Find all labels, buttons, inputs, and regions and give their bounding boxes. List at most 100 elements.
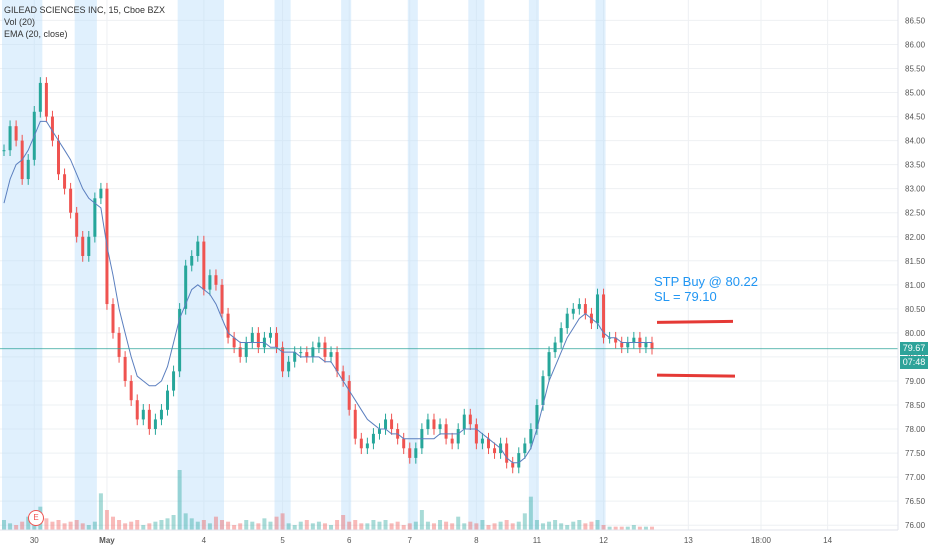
earnings-event-icon[interactable]: E bbox=[28, 510, 44, 526]
candle bbox=[408, 442, 412, 464]
volume-bar bbox=[44, 518, 49, 530]
candle-body bbox=[523, 443, 527, 454]
candle-body bbox=[511, 462, 515, 468]
candle-body bbox=[456, 429, 460, 444]
candle-body bbox=[178, 308, 182, 372]
candle bbox=[178, 303, 182, 378]
candle bbox=[93, 192, 97, 243]
volume-bar bbox=[516, 521, 521, 530]
candle-body bbox=[626, 342, 630, 348]
candle bbox=[414, 442, 418, 464]
candle-body bbox=[608, 337, 612, 339]
y-tick-label: 80.50 bbox=[905, 305, 926, 314]
volume-bar bbox=[631, 525, 636, 530]
candle bbox=[377, 423, 381, 440]
volume-bar bbox=[571, 521, 576, 530]
candle-body bbox=[238, 347, 242, 357]
y-tick-label: 82.00 bbox=[905, 233, 926, 242]
candle bbox=[238, 341, 242, 363]
candle bbox=[347, 375, 351, 416]
volume-bar bbox=[425, 521, 430, 530]
volume-bar bbox=[316, 521, 321, 530]
candle bbox=[256, 327, 260, 354]
volume-bar bbox=[643, 526, 648, 530]
candle bbox=[38, 77, 42, 118]
y-tick-label: 84.50 bbox=[905, 113, 926, 122]
candle-body bbox=[583, 304, 587, 314]
volume-bar bbox=[492, 523, 497, 530]
volume-bar bbox=[462, 523, 467, 530]
candle-body bbox=[341, 371, 345, 381]
volume-bar bbox=[2, 520, 6, 530]
candle-body bbox=[268, 332, 272, 338]
candle-body bbox=[614, 337, 618, 343]
candle bbox=[69, 182, 73, 219]
candle bbox=[250, 327, 254, 349]
candle bbox=[129, 375, 133, 406]
candle-body bbox=[371, 433, 375, 444]
candle-body bbox=[44, 82, 48, 117]
candle-body bbox=[547, 352, 551, 377]
volume-bar bbox=[50, 521, 55, 530]
volume-bar bbox=[444, 521, 449, 530]
y-tick-label: 82.50 bbox=[905, 209, 926, 218]
stop-level-line[interactable] bbox=[656, 373, 736, 378]
candle-body bbox=[311, 347, 315, 357]
volume-bar bbox=[147, 523, 152, 530]
candle-body bbox=[14, 126, 18, 141]
candle-body bbox=[81, 236, 85, 256]
candle-body bbox=[275, 332, 279, 348]
volume-bar bbox=[456, 516, 461, 530]
y-tick-label: 86.50 bbox=[905, 16, 926, 25]
buy-level-line[interactable] bbox=[656, 319, 734, 324]
candle-body bbox=[38, 82, 42, 112]
candle bbox=[626, 336, 630, 354]
candle-body bbox=[426, 419, 430, 430]
volume-bar bbox=[262, 518, 267, 530]
x-tick-label: 18:00 bbox=[751, 536, 772, 545]
volume-bar bbox=[353, 520, 358, 530]
candle-body bbox=[444, 424, 448, 439]
volume-bar bbox=[80, 523, 85, 530]
volume-bar bbox=[371, 520, 376, 530]
volume-bar bbox=[207, 523, 212, 530]
candle-body bbox=[172, 371, 176, 391]
candle bbox=[232, 331, 236, 354]
candle-body bbox=[244, 342, 248, 357]
candle bbox=[438, 418, 442, 435]
volume-bar bbox=[407, 523, 412, 530]
candle-body bbox=[365, 443, 369, 449]
candle bbox=[547, 346, 551, 382]
candle bbox=[402, 432, 406, 455]
volume-bar bbox=[195, 521, 200, 530]
candle bbox=[44, 77, 48, 123]
y-tick-label: 76.50 bbox=[905, 497, 926, 506]
candle-body bbox=[632, 337, 636, 343]
volume-bar bbox=[359, 523, 364, 530]
volume-bar bbox=[226, 521, 231, 530]
annotation-buy-text: STP Buy @ 80.22 bbox=[654, 274, 759, 289]
candle-body bbox=[553, 342, 557, 353]
trade-annotation[interactable]: STP Buy @ 80.22 SL = 79.10 bbox=[654, 274, 758, 304]
bar-countdown-label: 07:48 bbox=[900, 355, 928, 369]
candle-body bbox=[317, 342, 321, 348]
volume-bar bbox=[589, 521, 594, 530]
candle-body bbox=[196, 241, 200, 256]
candle bbox=[577, 298, 581, 315]
x-tick-label: 11 bbox=[533, 536, 542, 545]
indicator-volume: Vol (20) bbox=[4, 17, 36, 27]
volume-bar bbox=[141, 525, 146, 530]
candle-body bbox=[335, 352, 339, 372]
ema-line bbox=[3, 120, 652, 464]
volume-bar bbox=[92, 521, 97, 530]
volume-bar bbox=[153, 521, 158, 530]
volume-bar bbox=[498, 521, 503, 530]
candle-body bbox=[602, 294, 606, 338]
candle bbox=[644, 336, 648, 354]
volume-bar bbox=[607, 526, 612, 530]
session-highlight bbox=[341, 0, 352, 530]
candle-body bbox=[117, 332, 121, 357]
volume-bar bbox=[413, 521, 418, 530]
candle bbox=[583, 298, 587, 320]
